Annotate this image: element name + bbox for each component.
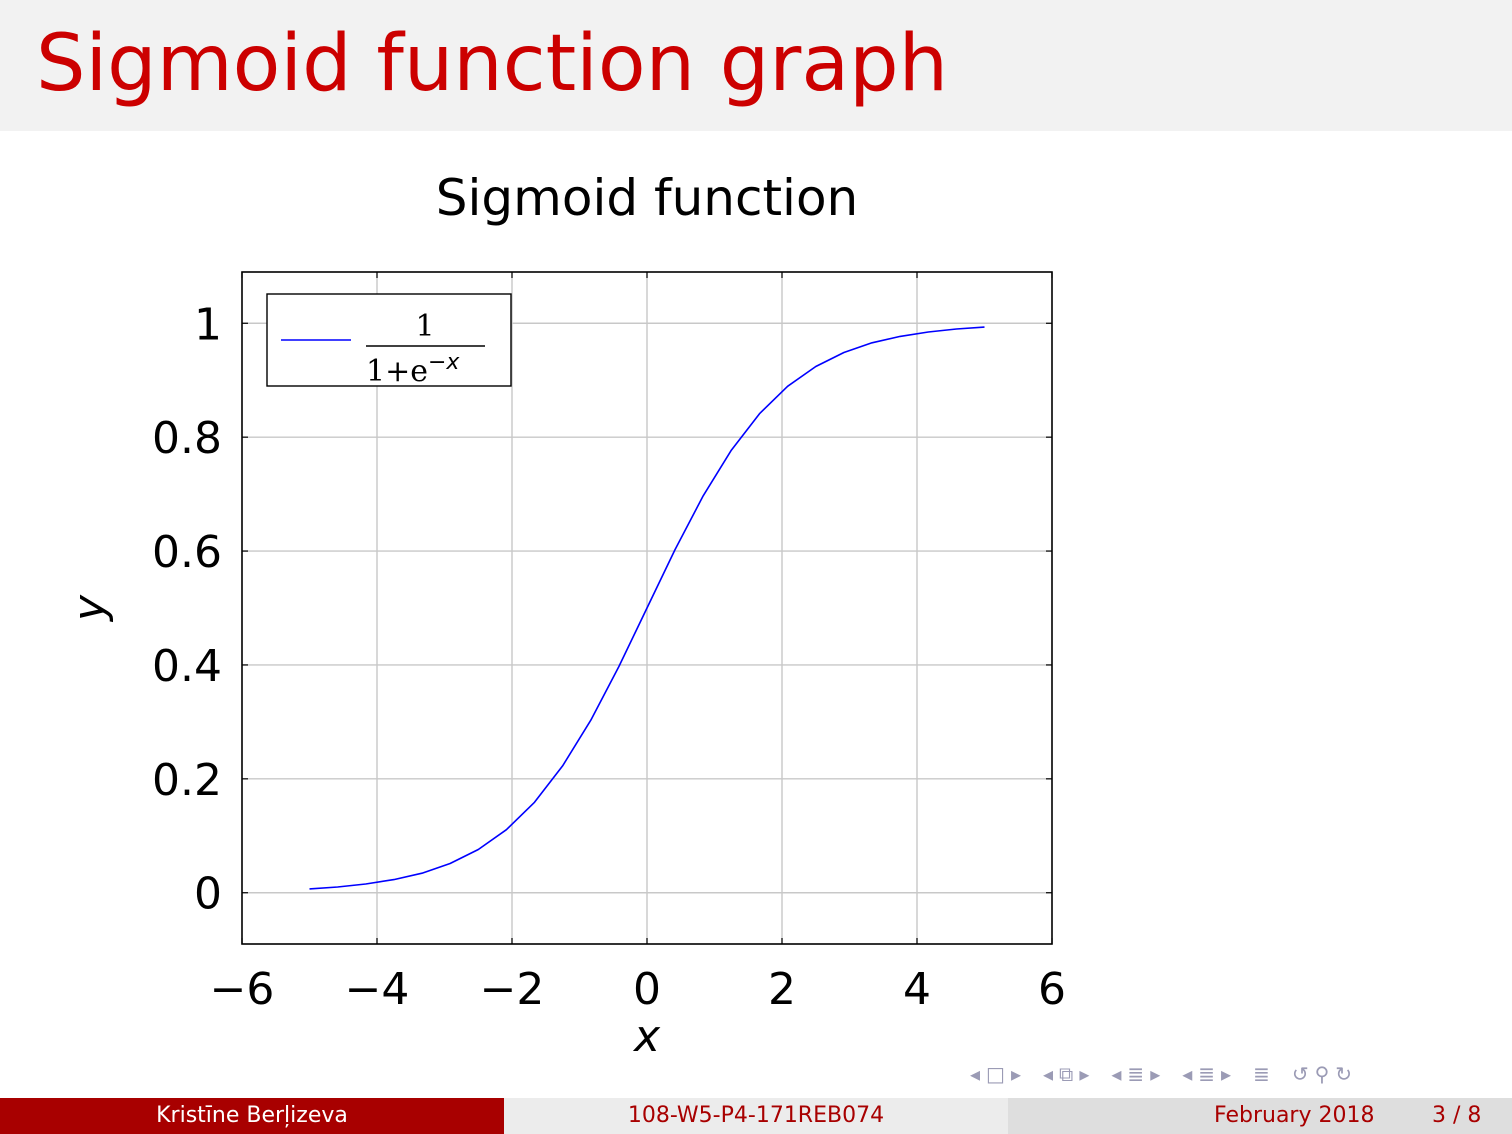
legend-exponent: −x	[428, 350, 460, 375]
footer: Kristīne Berļizeva 108-W5-P4-171REB074 F…	[0, 1098, 1512, 1134]
legend-denominator-base: 1+e	[366, 354, 428, 389]
x-tick-label: 0	[633, 964, 661, 1015]
legend-numerator: 1	[415, 309, 434, 344]
x-tick-label: 2	[768, 964, 796, 1015]
nav-part-icon[interactable]: ≣	[1198, 1062, 1216, 1086]
title-bar: Sigmoid function graph	[0, 0, 1512, 131]
y-tick-label: 0	[194, 869, 222, 920]
footer-code: 108-W5-P4-171REB074	[504, 1098, 1008, 1134]
chart-title: Sigmoid function	[436, 169, 858, 227]
axis-ticks: −6 −4 −2 0 2 4 6 0 0.2 0.4 0.6 0.8 1	[152, 272, 1066, 1015]
x-tick-label: 4	[903, 964, 931, 1015]
nav-search-icon[interactable]: ⚲	[1314, 1062, 1330, 1086]
y-tick-label: 1	[194, 299, 222, 350]
nav-subsection-prev-icon[interactable]: ◂	[1043, 1062, 1054, 1086]
y-tick-label: 0.8	[152, 413, 222, 464]
footer-date: February 2018	[1214, 1103, 1375, 1128]
nav-subsection-icon[interactable]: ⧉	[1059, 1062, 1074, 1086]
legend: 1 1+e−x	[266, 293, 512, 389]
beamer-navigation: ◂ □ ▸ ◂ ⧉ ▸ ◂ ≣ ▸ ◂ ≣ ▸ ≣ ↺ ⚲ ↻	[970, 1062, 1510, 1090]
series-line-sigmoid	[309, 326, 985, 890]
x-axis-label: x	[632, 1011, 661, 1062]
nav-appendix-icon[interactable]: ≣	[1253, 1062, 1270, 1086]
nav-forward-icon[interactable]: ↻	[1335, 1062, 1353, 1086]
y-tick-label: 0.6	[152, 527, 222, 578]
nav-frame-next-icon[interactable]: ▸	[1010, 1062, 1021, 1086]
nav-part-prev-icon[interactable]: ◂	[1182, 1062, 1193, 1086]
x-tick-label: −4	[345, 964, 410, 1015]
series-layer	[309, 326, 985, 890]
plot-frame	[241, 271, 1053, 945]
nav-frame-icon[interactable]: □	[986, 1062, 1005, 1086]
nav-section-next-icon[interactable]: ▸	[1150, 1062, 1161, 1086]
nav-subsection-next-icon[interactable]: ▸	[1079, 1062, 1090, 1086]
legend-denominator: 1+e−x	[366, 350, 460, 389]
nav-part-next-icon[interactable]: ▸	[1221, 1062, 1232, 1086]
x-tick-label: −6	[210, 964, 275, 1015]
y-tick-label: 0.2	[152, 755, 222, 806]
y-axis-label: y	[64, 594, 115, 623]
footer-author: Kristīne Berļizeva	[0, 1098, 504, 1134]
footer-right: February 2018 3 / 8	[1008, 1098, 1512, 1134]
footer-page-number: 3 / 8	[1432, 1103, 1482, 1128]
nav-back-icon[interactable]: ↺	[1291, 1062, 1309, 1086]
nav-section-icon[interactable]: ≣	[1127, 1062, 1145, 1086]
x-tick-label: −2	[480, 964, 545, 1015]
slide-title: Sigmoid function graph	[36, 19, 949, 109]
nav-section-prev-icon[interactable]: ◂	[1111, 1062, 1122, 1086]
y-tick-label: 0.4	[152, 641, 222, 692]
x-tick-label: 6	[1038, 964, 1066, 1015]
nav-frame-prev-icon[interactable]: ◂	[970, 1062, 981, 1086]
chart: Sigmoid function −6 −4 −2 0 2 4 6 0 0.2 0.4 0.6 0.8…	[64, 169, 1066, 1062]
